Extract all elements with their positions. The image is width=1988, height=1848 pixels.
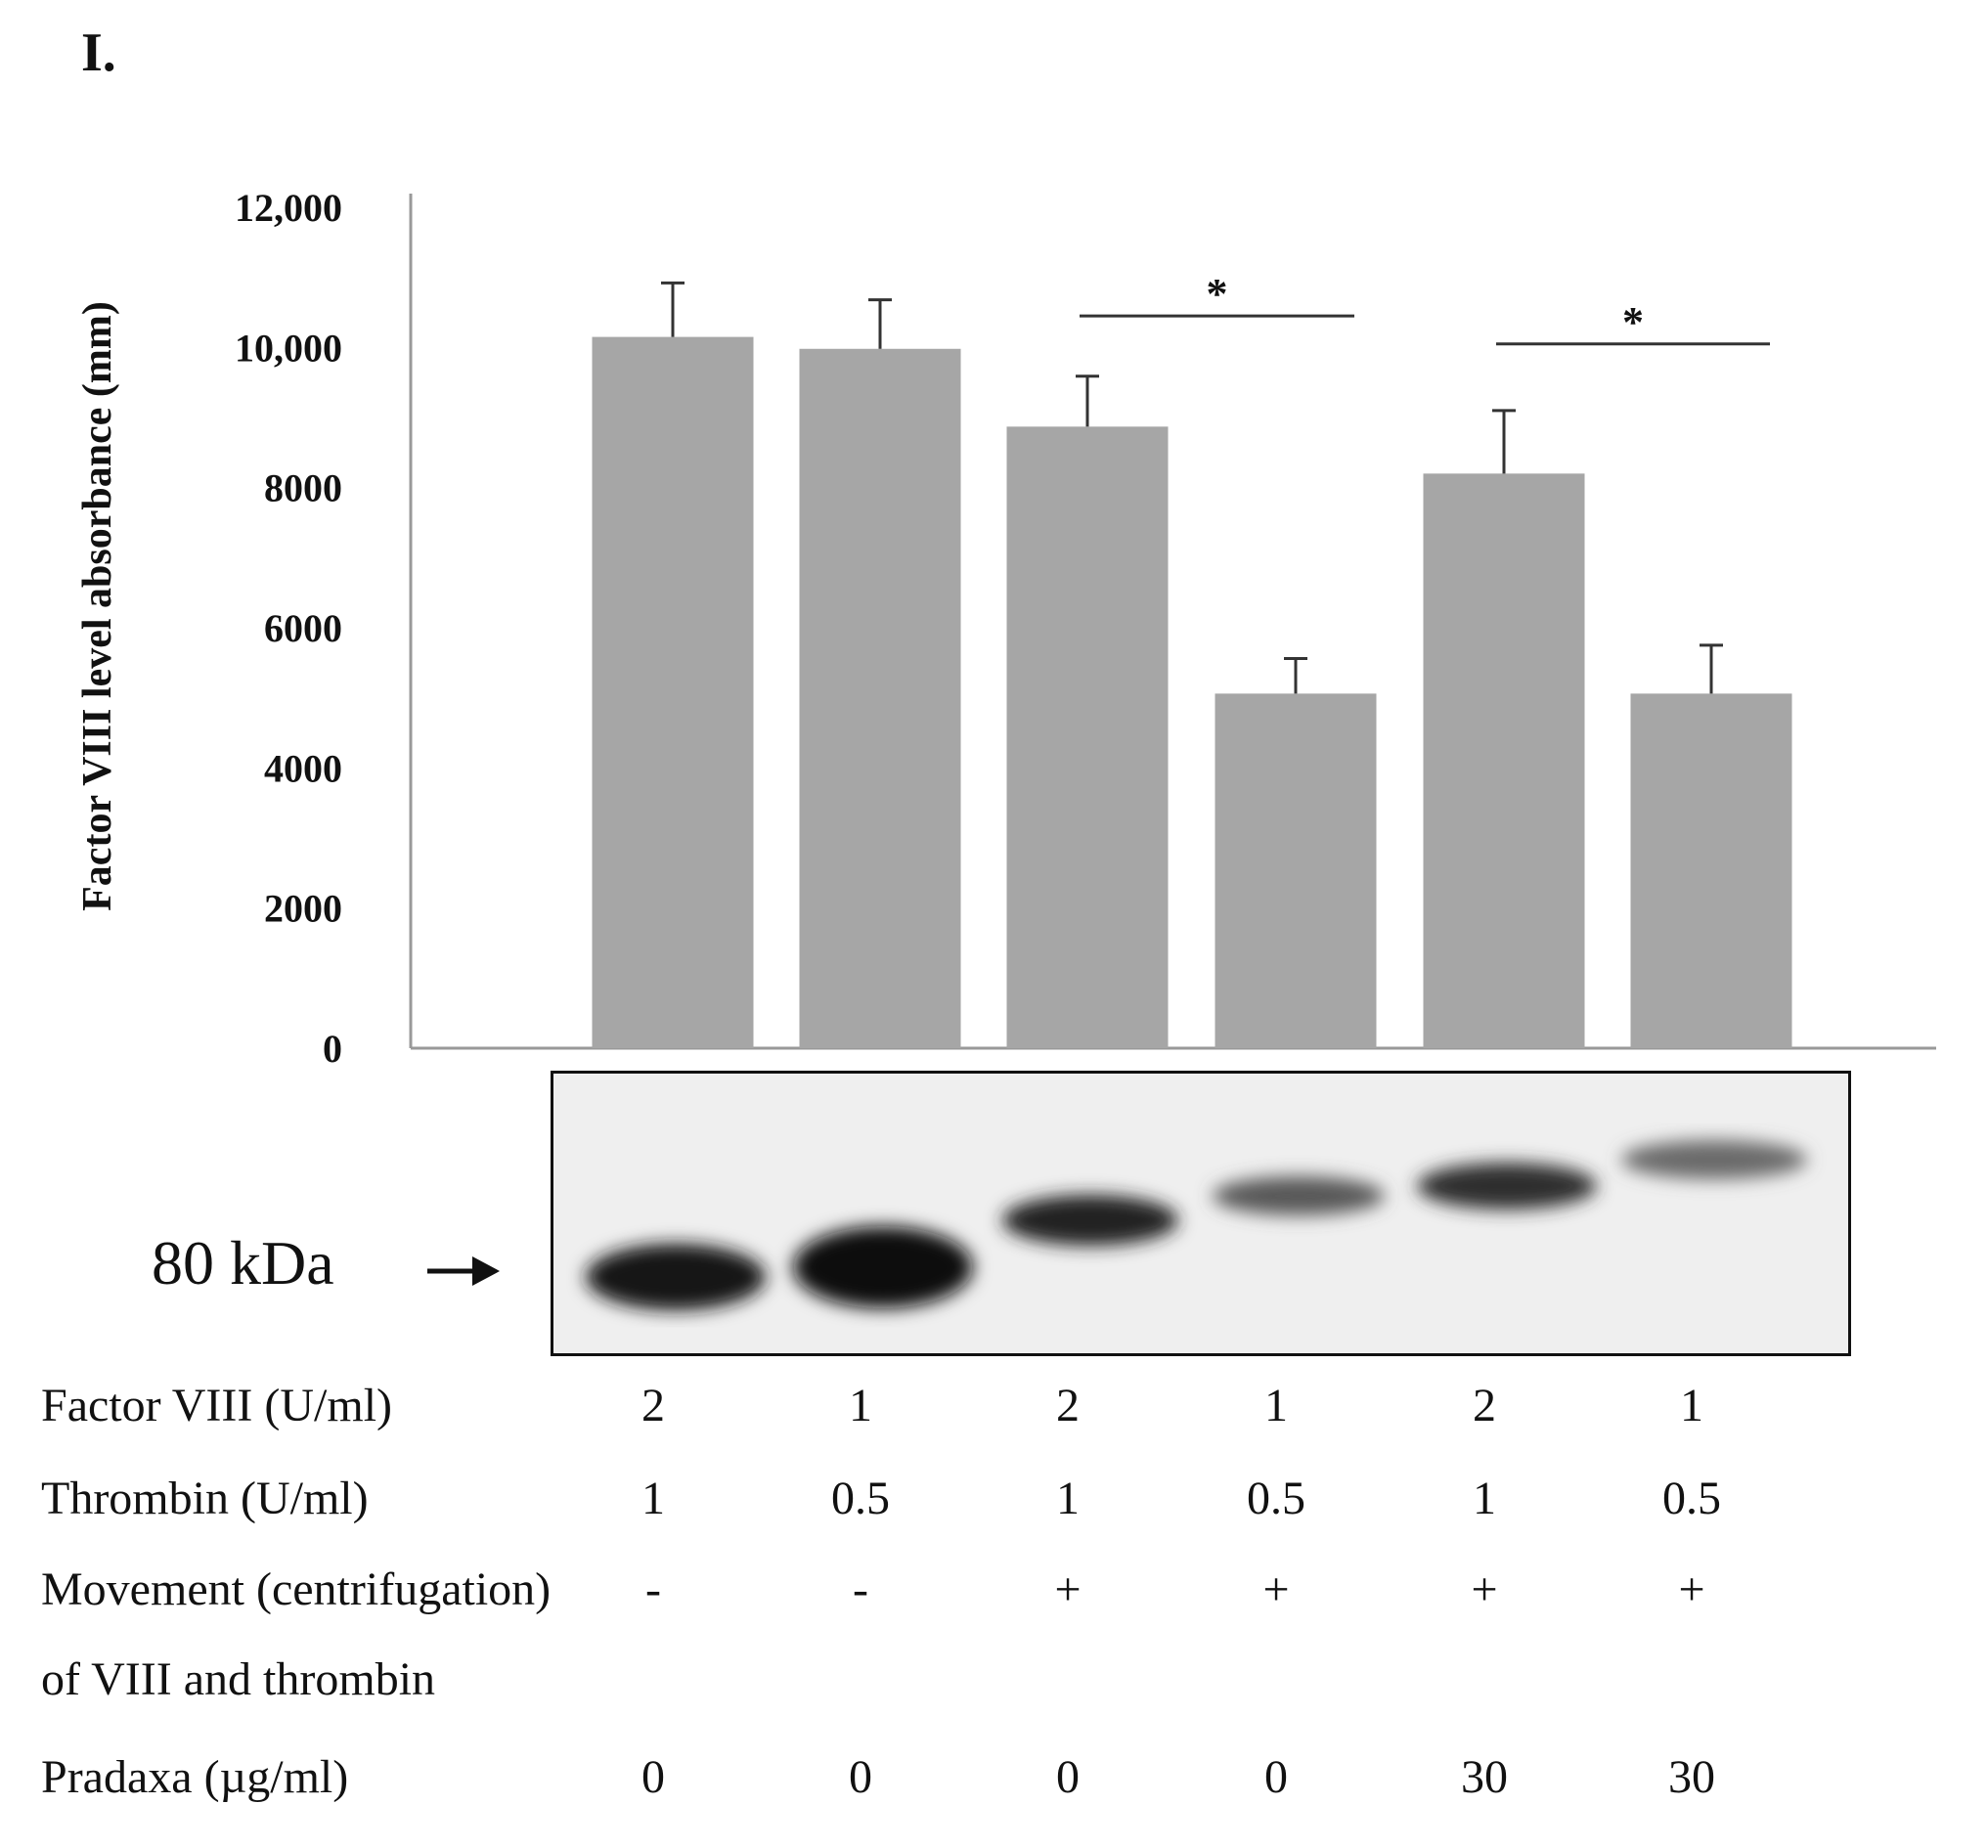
y-tick-label: 10,000 <box>235 326 342 370</box>
y-tick-label: 12,000 <box>235 186 342 230</box>
table-cell: + <box>1054 1563 1082 1615</box>
table-cell: 30 <box>1668 1751 1715 1803</box>
bar <box>1006 426 1169 1049</box>
significance-markers: ** <box>1080 270 1770 346</box>
table-cell: 1 <box>641 1473 665 1524</box>
blot-bands <box>586 1140 1807 1310</box>
bar <box>1423 473 1585 1048</box>
table-cell: 1 <box>1680 1380 1703 1431</box>
y-axis-label: Factor VIII level absorbance (mm) <box>75 301 120 911</box>
table-cell: 0 <box>849 1751 872 1803</box>
table-cell: 30 <box>1461 1751 1508 1803</box>
table-cell: 2 <box>641 1380 665 1431</box>
table-cell: 2 <box>1056 1380 1080 1431</box>
y-tick-label: 6000 <box>264 606 342 650</box>
table-cell: - <box>645 1563 661 1615</box>
table-cell: 1 <box>1264 1380 1288 1431</box>
y-tick-label: 4000 <box>264 746 342 790</box>
table-row-label: Pradaxa (µg/ml) <box>41 1751 349 1803</box>
table-cell: 2 <box>1473 1380 1496 1431</box>
significance-asterisk: * <box>1622 298 1644 346</box>
significance-asterisk: * <box>1207 270 1228 318</box>
blot-band <box>1621 1140 1807 1179</box>
table-cell: 0 <box>1056 1751 1080 1803</box>
table-cell: 1 <box>849 1380 872 1431</box>
blot-band <box>586 1244 766 1310</box>
bars <box>592 281 1792 1049</box>
blot-band <box>1417 1163 1597 1210</box>
table-cell: + <box>1678 1563 1705 1615</box>
table-cell: 0.5 <box>1247 1473 1305 1524</box>
molecular-weight-marker: 80 kDa <box>152 1228 334 1298</box>
blot-band <box>1213 1176 1385 1215</box>
table-cell: 0.5 <box>1662 1473 1721 1524</box>
table-cell: + <box>1262 1563 1290 1615</box>
table-cell: 0 <box>1264 1751 1288 1803</box>
bar <box>592 336 754 1048</box>
table-cell: - <box>853 1563 868 1615</box>
y-tick-label: 8000 <box>264 466 342 510</box>
y-tick-label: 2000 <box>264 887 342 931</box>
table-row-label: Factor VIII (U/ml) <box>41 1380 393 1431</box>
table-row-label: Movement (centrifugation) <box>41 1563 552 1615</box>
y-axis: 0 2000 4000 6000 8000 10,000 12,000 <box>235 186 1936 1066</box>
table-row-label: of VIII and thrombin <box>41 1653 436 1705</box>
bar <box>1215 693 1377 1048</box>
panel-label: I. <box>81 22 116 83</box>
western-blot <box>551 1071 1851 1356</box>
bar <box>799 348 961 1048</box>
table-cell: 1 <box>1473 1473 1496 1524</box>
y-tick-label: 0 <box>323 1027 342 1066</box>
table-row-label: Thrombin (U/ml) <box>41 1473 369 1524</box>
right-arrow-icon <box>427 1256 500 1286</box>
blot-band <box>1002 1195 1178 1246</box>
table-cell: + <box>1471 1563 1498 1615</box>
table-cell: 1 <box>1056 1473 1080 1524</box>
table-cell: 0.5 <box>831 1473 890 1524</box>
blot-band <box>793 1226 973 1308</box>
table-cell: 0 <box>641 1751 665 1803</box>
bar <box>1630 693 1792 1048</box>
